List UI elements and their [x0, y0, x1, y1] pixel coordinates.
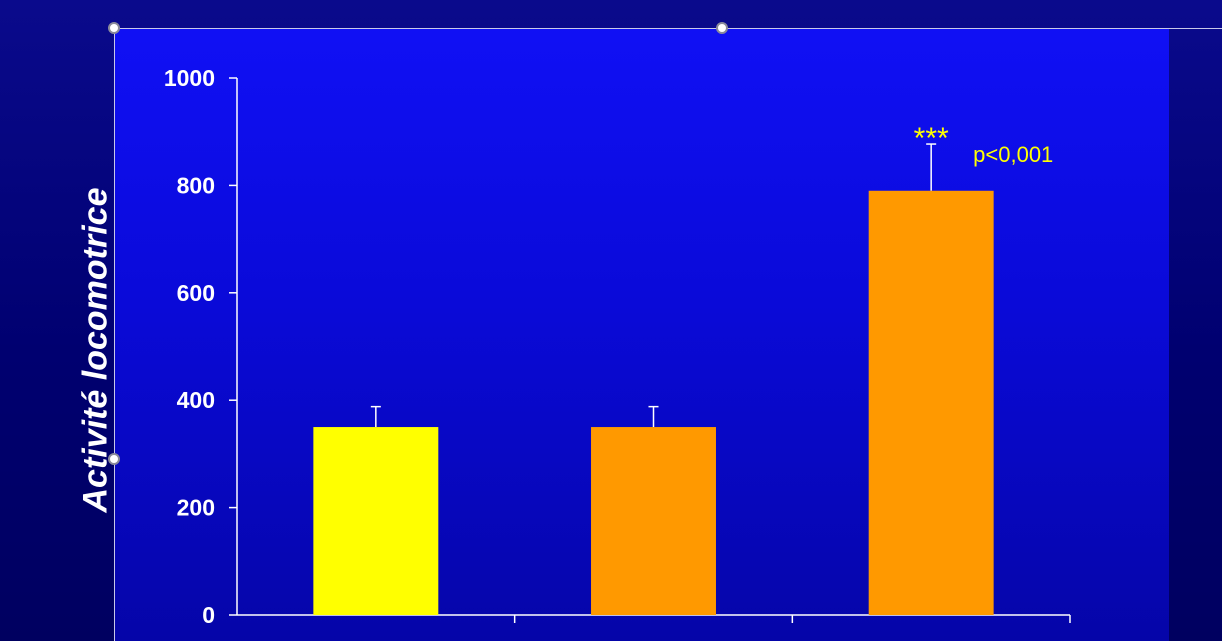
- bar: [868, 190, 994, 615]
- bar: [313, 427, 439, 615]
- y-tick-label: 600: [177, 280, 215, 306]
- selection-border-top: [114, 28, 1222, 29]
- resize-handle-top-center[interactable]: [716, 22, 728, 34]
- y-tick-label: 200: [177, 495, 215, 521]
- bar: [591, 427, 716, 615]
- y-tick-label: 800: [177, 172, 215, 198]
- resize-handle-middle-left[interactable]: [108, 453, 120, 465]
- y-tick-label: 400: [177, 387, 215, 413]
- y-tick-label: 1000: [164, 65, 215, 91]
- selection-border-left: [114, 28, 115, 641]
- resize-handle-top-left[interactable]: [108, 22, 120, 34]
- significance-stars: ***: [914, 122, 949, 155]
- y-tick-label: 0: [202, 602, 215, 628]
- p-value-label: p<0,001: [973, 142, 1053, 167]
